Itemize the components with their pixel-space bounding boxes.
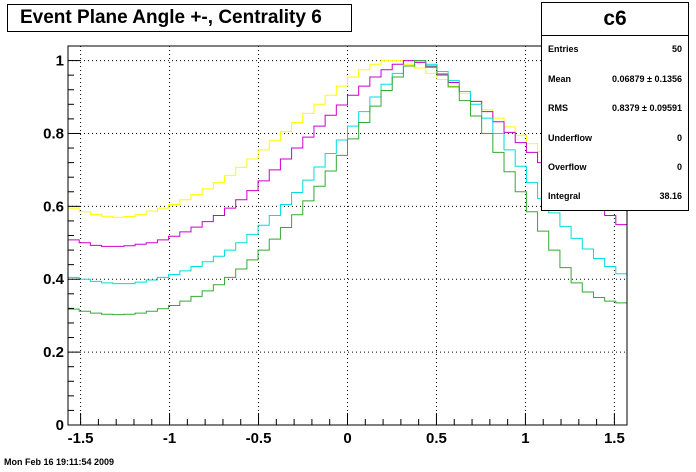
stat-key: RMS: [548, 103, 568, 113]
x-tick-label: -0.5: [246, 430, 272, 447]
stat-key: Integral: [548, 191, 581, 201]
x-tick-label: -1.5: [68, 430, 94, 447]
stat-key: Entries: [548, 44, 579, 54]
stat-key: Overflow: [548, 162, 587, 172]
stat-value: 0: [676, 162, 682, 172]
y-tick-label: 1: [56, 53, 64, 70]
stats-name: c6: [542, 3, 688, 36]
series-group: [68, 60, 627, 316]
stat-key: Underflow: [548, 133, 592, 143]
axis-ticks: [68, 45, 615, 426]
tick-labels: -1.5 -1 -0.5 0 0.5 1 1.5 0 0.2 0.4 0.6 0.8 1: [43, 53, 625, 447]
stat-value: 50: [671, 44, 682, 54]
stat-row-integral: Integral 38.16: [548, 191, 682, 203]
series-line-1: [68, 60, 627, 247]
x-tick-label: 1.5: [604, 430, 625, 447]
stat-row-mean: Mean 0.06879 ± 0.1356: [548, 74, 682, 86]
y-tick-label: 0.8: [43, 125, 64, 142]
stat-row-rms: RMS 0.8379 ± 0.09591: [548, 103, 682, 115]
stat-row-underflow: Underflow 0: [548, 133, 682, 145]
y-tick-label: 0.4: [43, 271, 65, 288]
stat-value: 0.8379 ± 0.09591: [611, 103, 682, 113]
stat-value: 0: [676, 133, 682, 143]
stat-row-entries: Entries 50: [548, 44, 682, 56]
x-tick-label: 0: [343, 430, 351, 447]
x-tick-label: -1: [163, 430, 176, 447]
series-line-3: [68, 60, 627, 316]
stats-box: c6 Entries 50 Mean 0.06879 ± 0.1356 RMS …: [541, 2, 689, 211]
stat-value: 38.16: [659, 191, 682, 201]
y-tick-label: 0.2: [43, 344, 64, 361]
stat-value: 0.06879 ± 0.1356: [611, 74, 682, 84]
y-tick-label: 0: [56, 417, 64, 434]
stat-row-overflow: Overflow 0: [548, 162, 682, 174]
y-tick-label: 0.6: [43, 198, 64, 215]
x-tick-label: 0.5: [426, 430, 447, 447]
x-tick-label: 1: [521, 430, 529, 447]
stat-key: Mean: [548, 74, 572, 84]
chart-title: Event Plane Angle +-, Centrality 6: [7, 4, 352, 32]
series-line-0: [68, 60, 627, 218]
series-line-2: [68, 60, 627, 285]
timestamp: Mon Feb 16 19:11:54 2009: [4, 457, 115, 467]
